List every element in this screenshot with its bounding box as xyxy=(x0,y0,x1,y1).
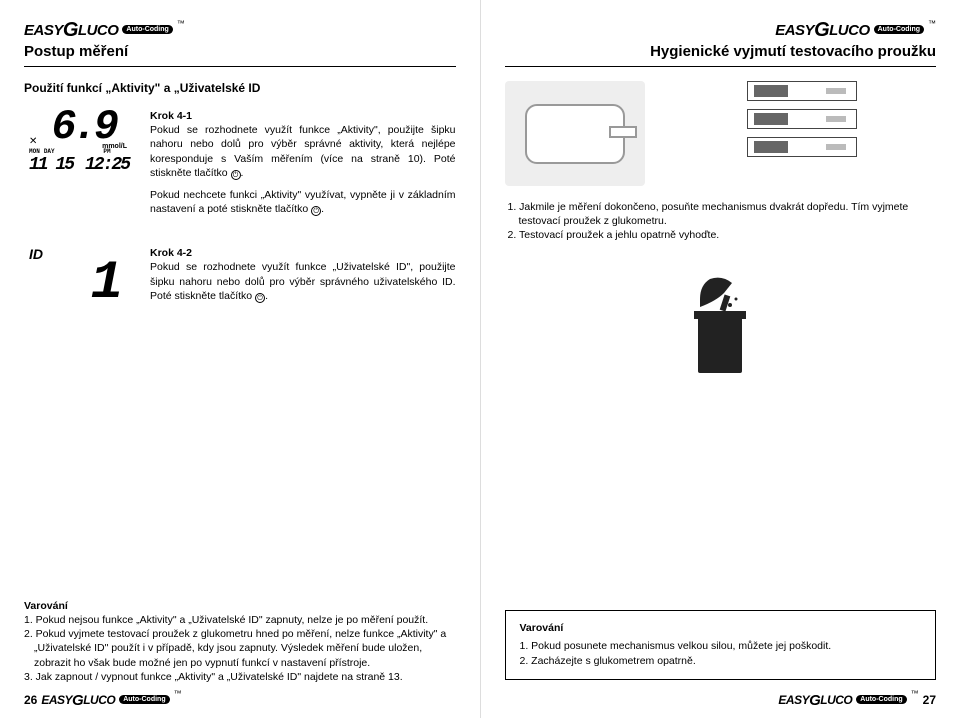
warning-title-right: Varování xyxy=(520,621,922,636)
warning-left: Varování 1. Pokud nejsou funkce „Aktivit… xyxy=(24,599,456,684)
step-4-1-row: ✕ 6.9 mmol/L MON DAY 11 15 xyxy=(24,109,456,224)
step-4-2-title: Krok 4-2 xyxy=(150,247,192,259)
lcd-figure-2: ID 1 xyxy=(24,246,134,311)
step-4-2-text: Krok 4-2 Pokud se rozhodnete využít funk… xyxy=(150,246,456,311)
test-strip-1 xyxy=(747,81,857,101)
footer-brand: EASYGLUCO xyxy=(778,691,852,708)
warn-item-3: 3. Jak zapnout / vypnout funkce „Aktivit… xyxy=(34,670,456,684)
brand-badge: Auto-Coding xyxy=(874,25,924,34)
step-4-1-text: Krok 4-1 Pokud se rozhodnete využít funk… xyxy=(150,109,456,224)
footer-badge: Auto-Coding xyxy=(856,695,906,704)
warn-item-1: 1. Pokud nejsou funkce „Aktivity" a „Uži… xyxy=(34,613,456,627)
brand-post: LUCO xyxy=(78,22,119,39)
brand-logo: EASYGLUCO xyxy=(775,18,869,41)
warn-r-item-2: 2. Zacházejte s glukometrem opatrně. xyxy=(520,654,922,669)
trademark: ™ xyxy=(928,19,936,28)
device-photo xyxy=(505,81,645,186)
test-strip-3 xyxy=(747,137,857,157)
brand-badge: Auto-Coding xyxy=(122,25,172,34)
lcd-mon: MON xyxy=(29,148,40,155)
lcd-figure-1: ✕ 6.9 mmol/L MON DAY 11 15 xyxy=(24,109,134,224)
step-4-1-p1: Pokud se rozhodnete využít funkce „Aktiv… xyxy=(150,124,456,179)
page-title-right: Hygienické vyjmutí testovacího proužku xyxy=(505,43,937,60)
header-left: EASYGLUCO Auto-Coding ™ Postup měření xyxy=(24,18,456,67)
power-icon: ⏻ xyxy=(255,293,265,303)
warn-r-item-1: 1. Pokud posunete mechanismus velkou sil… xyxy=(520,639,922,654)
brand-pre: EASY xyxy=(24,22,63,39)
brand-g: G xyxy=(63,19,78,41)
brand-line: EASYGLUCO Auto-Coding ™ xyxy=(24,18,456,41)
run-icon: ✕ xyxy=(29,136,37,147)
test-strip-2 xyxy=(747,109,857,129)
lcd-time: 12:25 xyxy=(85,155,129,175)
page-27: EASYGLUCO Auto-Coding ™ Hygienické vyjmu… xyxy=(481,0,960,718)
list-item-2: 2. Testovací proužek a jehlu opatrně vyh… xyxy=(519,228,937,242)
page-number: 26 xyxy=(24,693,37,707)
lcd-day: DAY xyxy=(44,148,55,155)
strips-column xyxy=(669,81,937,157)
warn-item-2: 2. Pokud vyjmete testovací proužek z glu… xyxy=(34,627,456,670)
device-row xyxy=(505,81,937,186)
warning-title: Varování xyxy=(24,600,68,612)
footer-badge: Auto-Coding xyxy=(119,695,169,704)
step-4-2-row: ID 1 Krok 4-2 Pokud se rozhodnete využít… xyxy=(24,246,456,311)
lcd-id-value: 1 xyxy=(29,262,129,305)
step-4-2-body: Pokud se rozhodnete využít funkce „Uživa… xyxy=(150,261,456,301)
trademark: ™ xyxy=(177,19,185,28)
trash-icon xyxy=(680,271,760,381)
page-number: 27 xyxy=(923,693,936,707)
step-4-1-title: Krok 4-1 xyxy=(150,110,192,122)
list-item-1: 1. Jakmile je měření dokončeno, posuňte … xyxy=(519,200,937,228)
page-title-left: Postup měření xyxy=(24,43,456,60)
page-26: EASYGLUCO Auto-Coding ™ Postup měření Po… xyxy=(0,0,481,718)
footer-right: EASYGLUCO Auto-Coding ™ 27 xyxy=(778,691,936,708)
trash-figure xyxy=(660,271,780,381)
step-4-1-p2: Pokud nechcete funkci „Aktivity" využíva… xyxy=(150,189,456,215)
footer-tm: ™ xyxy=(911,689,919,698)
subheading: Použití funkcí „Aktivity" a „Uživatelské… xyxy=(24,81,456,95)
lcd-date: 11 15 xyxy=(29,155,73,175)
header-right: EASYGLUCO Auto-Coding ™ Hygienické vyjmu… xyxy=(505,18,937,67)
instructions-list: 1. Jakmile je měření dokončeno, posuňte … xyxy=(505,200,937,243)
warning-box-right: Varování 1. Pokud posunete mechanismus v… xyxy=(505,610,937,680)
footer-left: 26 EASYGLUCO Auto-Coding ™ xyxy=(24,691,182,708)
lcd-pm: PM xyxy=(85,148,129,155)
footer-tm: ™ xyxy=(174,689,182,698)
power-icon: ⏻ xyxy=(231,170,241,180)
brand-line-right: EASYGLUCO Auto-Coding ™ xyxy=(505,18,937,41)
footer-brand: EASYGLUCO xyxy=(41,691,115,708)
brand-logo: EASYGLUCO xyxy=(24,18,118,41)
lcd-value: 6.9 xyxy=(37,109,129,147)
power-icon: ⏻ xyxy=(311,206,321,216)
